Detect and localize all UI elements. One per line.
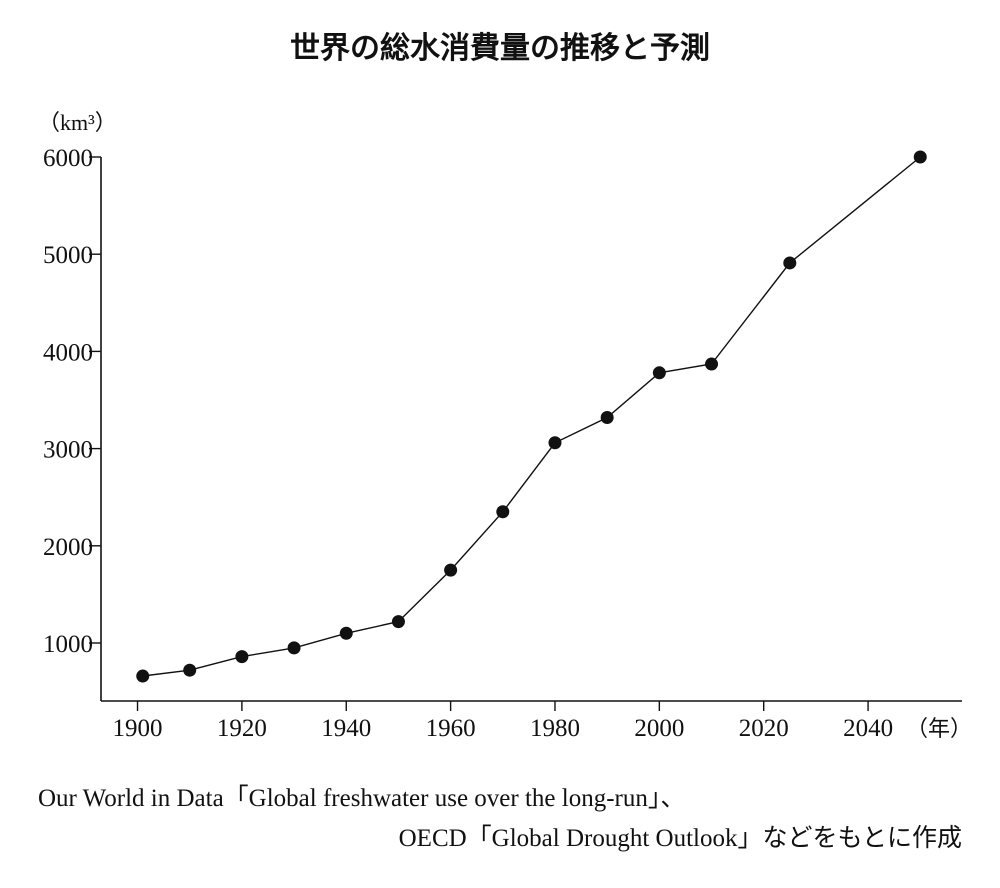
x-tick-label: 1960	[426, 715, 476, 742]
data-point-1940	[339, 626, 353, 640]
y-axis-unit-label: （km³）	[38, 110, 117, 135]
y-axis-ticks: 1000 2000 3000 4000 5000 6000	[43, 145, 101, 658]
data-point-1970	[496, 505, 510, 519]
x-tick-label: 1980	[530, 715, 580, 742]
data-point-2000	[652, 366, 666, 380]
x-tick-label: 1920	[217, 715, 267, 742]
y-tick-label: 5000	[43, 242, 93, 269]
x-axis-unit-label: （年）	[906, 716, 972, 741]
data-point-1901	[136, 669, 150, 683]
y-tick-label: 2000	[43, 534, 93, 561]
x-tick-label: 1940	[321, 715, 371, 742]
data-point-1980	[548, 436, 562, 450]
data-point-1910	[183, 663, 197, 677]
data-point-1930	[287, 641, 301, 655]
chart-title: 世界の総水消費量の推移と予測	[290, 31, 710, 66]
data-point-2025	[783, 256, 797, 270]
data-point-1960	[444, 563, 458, 577]
y-tick-label: 6000	[43, 145, 93, 172]
data-point-2050	[913, 150, 927, 164]
x-tick-label: 2020	[739, 715, 789, 742]
data-point-1920	[235, 650, 249, 664]
data-point-1990	[600, 410, 614, 424]
series-line	[142, 156, 921, 677]
data-point-1950	[391, 615, 405, 629]
source-line-2: OECD「Global Drought Outlook」などをもとに作成	[399, 824, 962, 852]
y-tick-label: 3000	[43, 437, 93, 464]
x-tick-label: 2040	[843, 715, 893, 742]
y-tick-label: 1000	[43, 631, 93, 658]
source-line-1: Our World in Data「Global freshwater use …	[38, 784, 685, 812]
data-points	[136, 150, 927, 683]
data-point-2010	[705, 357, 719, 371]
x-tick-label: 2000	[634, 715, 684, 742]
x-tick-label: 1900	[113, 715, 163, 742]
x-axis-ticks: 1900 1920 1940 1960 1980 2000 2020 2040	[113, 701, 893, 742]
y-tick-label: 4000	[43, 339, 93, 366]
